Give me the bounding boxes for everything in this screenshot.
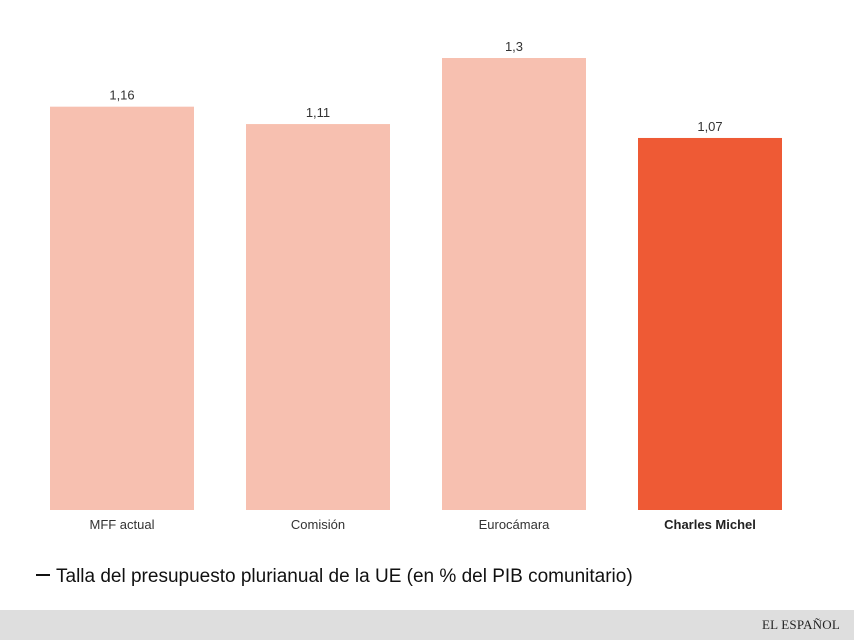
category-label: Charles Michel <box>664 517 756 532</box>
legend-text: Talla del presupuesto plurianual de la U… <box>56 566 633 587</box>
chart-legend: Talla del presupuesto plurianual de la U… <box>36 566 633 588</box>
bar-value-label: 1,11 <box>306 105 330 120</box>
category-label: Comisión <box>291 517 345 532</box>
bar-value-label: 1,3 <box>505 39 523 54</box>
bar-value-label: 1,16 <box>109 88 134 103</box>
category-label: MFF actual <box>89 517 154 532</box>
bar-4 <box>638 137 782 510</box>
bar-1 <box>50 106 194 510</box>
bar-value-label: 1,07 <box>697 119 722 134</box>
footer-bar: EL ESPAÑOL <box>0 610 854 640</box>
bar-2 <box>246 124 390 511</box>
legend-dash-icon <box>36 573 50 576</box>
brand-logo: EL ESPAÑOL <box>762 617 840 632</box>
bar-3 <box>442 58 586 510</box>
bar-chart: 1,16 MFF actual 1,11 Comisión 1,3 Eurocámara 1… <box>50 39 782 532</box>
category-label: Eurocámara <box>479 517 551 532</box>
